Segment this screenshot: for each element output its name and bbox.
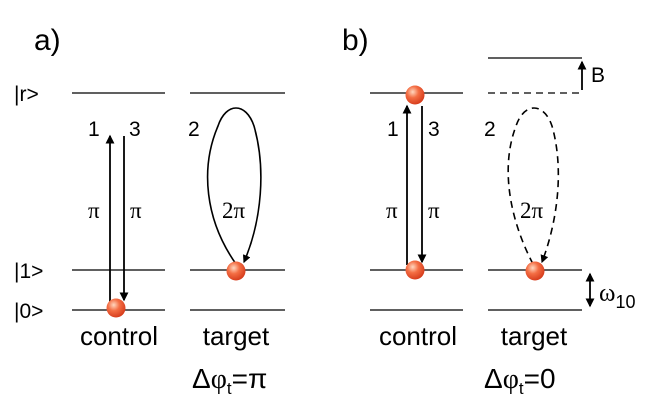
blockade-shift-label: B [591,64,605,87]
step-3: 3 [129,118,141,141]
pulse-pi-3: π [130,198,142,223]
control-atom-excited [405,85,425,105]
pulse-two-pi: 2π [520,198,544,223]
pulse-pi-1: π [88,198,100,223]
state-label-rydberg: |r> [14,83,39,106]
pulse-pi-1: π [386,198,398,223]
panel-b: b) B 1 3 2 π π 2π ω10 co [342,24,636,398]
control-label: control [80,321,158,351]
step-1: 1 [387,118,399,141]
state-label-zero: |0> [14,300,43,323]
panel-a: a) |r> |1> |0> 1 3 2 π π 2π control targ… [14,24,285,398]
target-label: target [501,321,568,351]
target-two-pi-loop [206,107,262,265]
target-atom [226,261,246,281]
panel-b-label: b) [342,24,369,57]
step-2: 2 [188,118,200,141]
control-atom [106,298,126,318]
step-2: 2 [484,118,496,141]
state-label-one: |1> [14,260,43,283]
spacing-label: ω10 [599,280,636,312]
step-1: 1 [88,118,100,141]
pulse-pi-3: π [428,198,440,223]
target-label: target [203,321,270,351]
target-blocked-loop [507,107,560,265]
pulse-two-pi: 2π [222,198,246,223]
step-3: 3 [428,118,440,141]
phase-expression: Δφt=0 [484,363,556,398]
phase-expression: Δφt=π [192,363,267,398]
target-atom [525,261,545,281]
control-label: control [379,321,457,351]
panel-a-label: a) [34,24,61,57]
control-atom [405,260,425,280]
